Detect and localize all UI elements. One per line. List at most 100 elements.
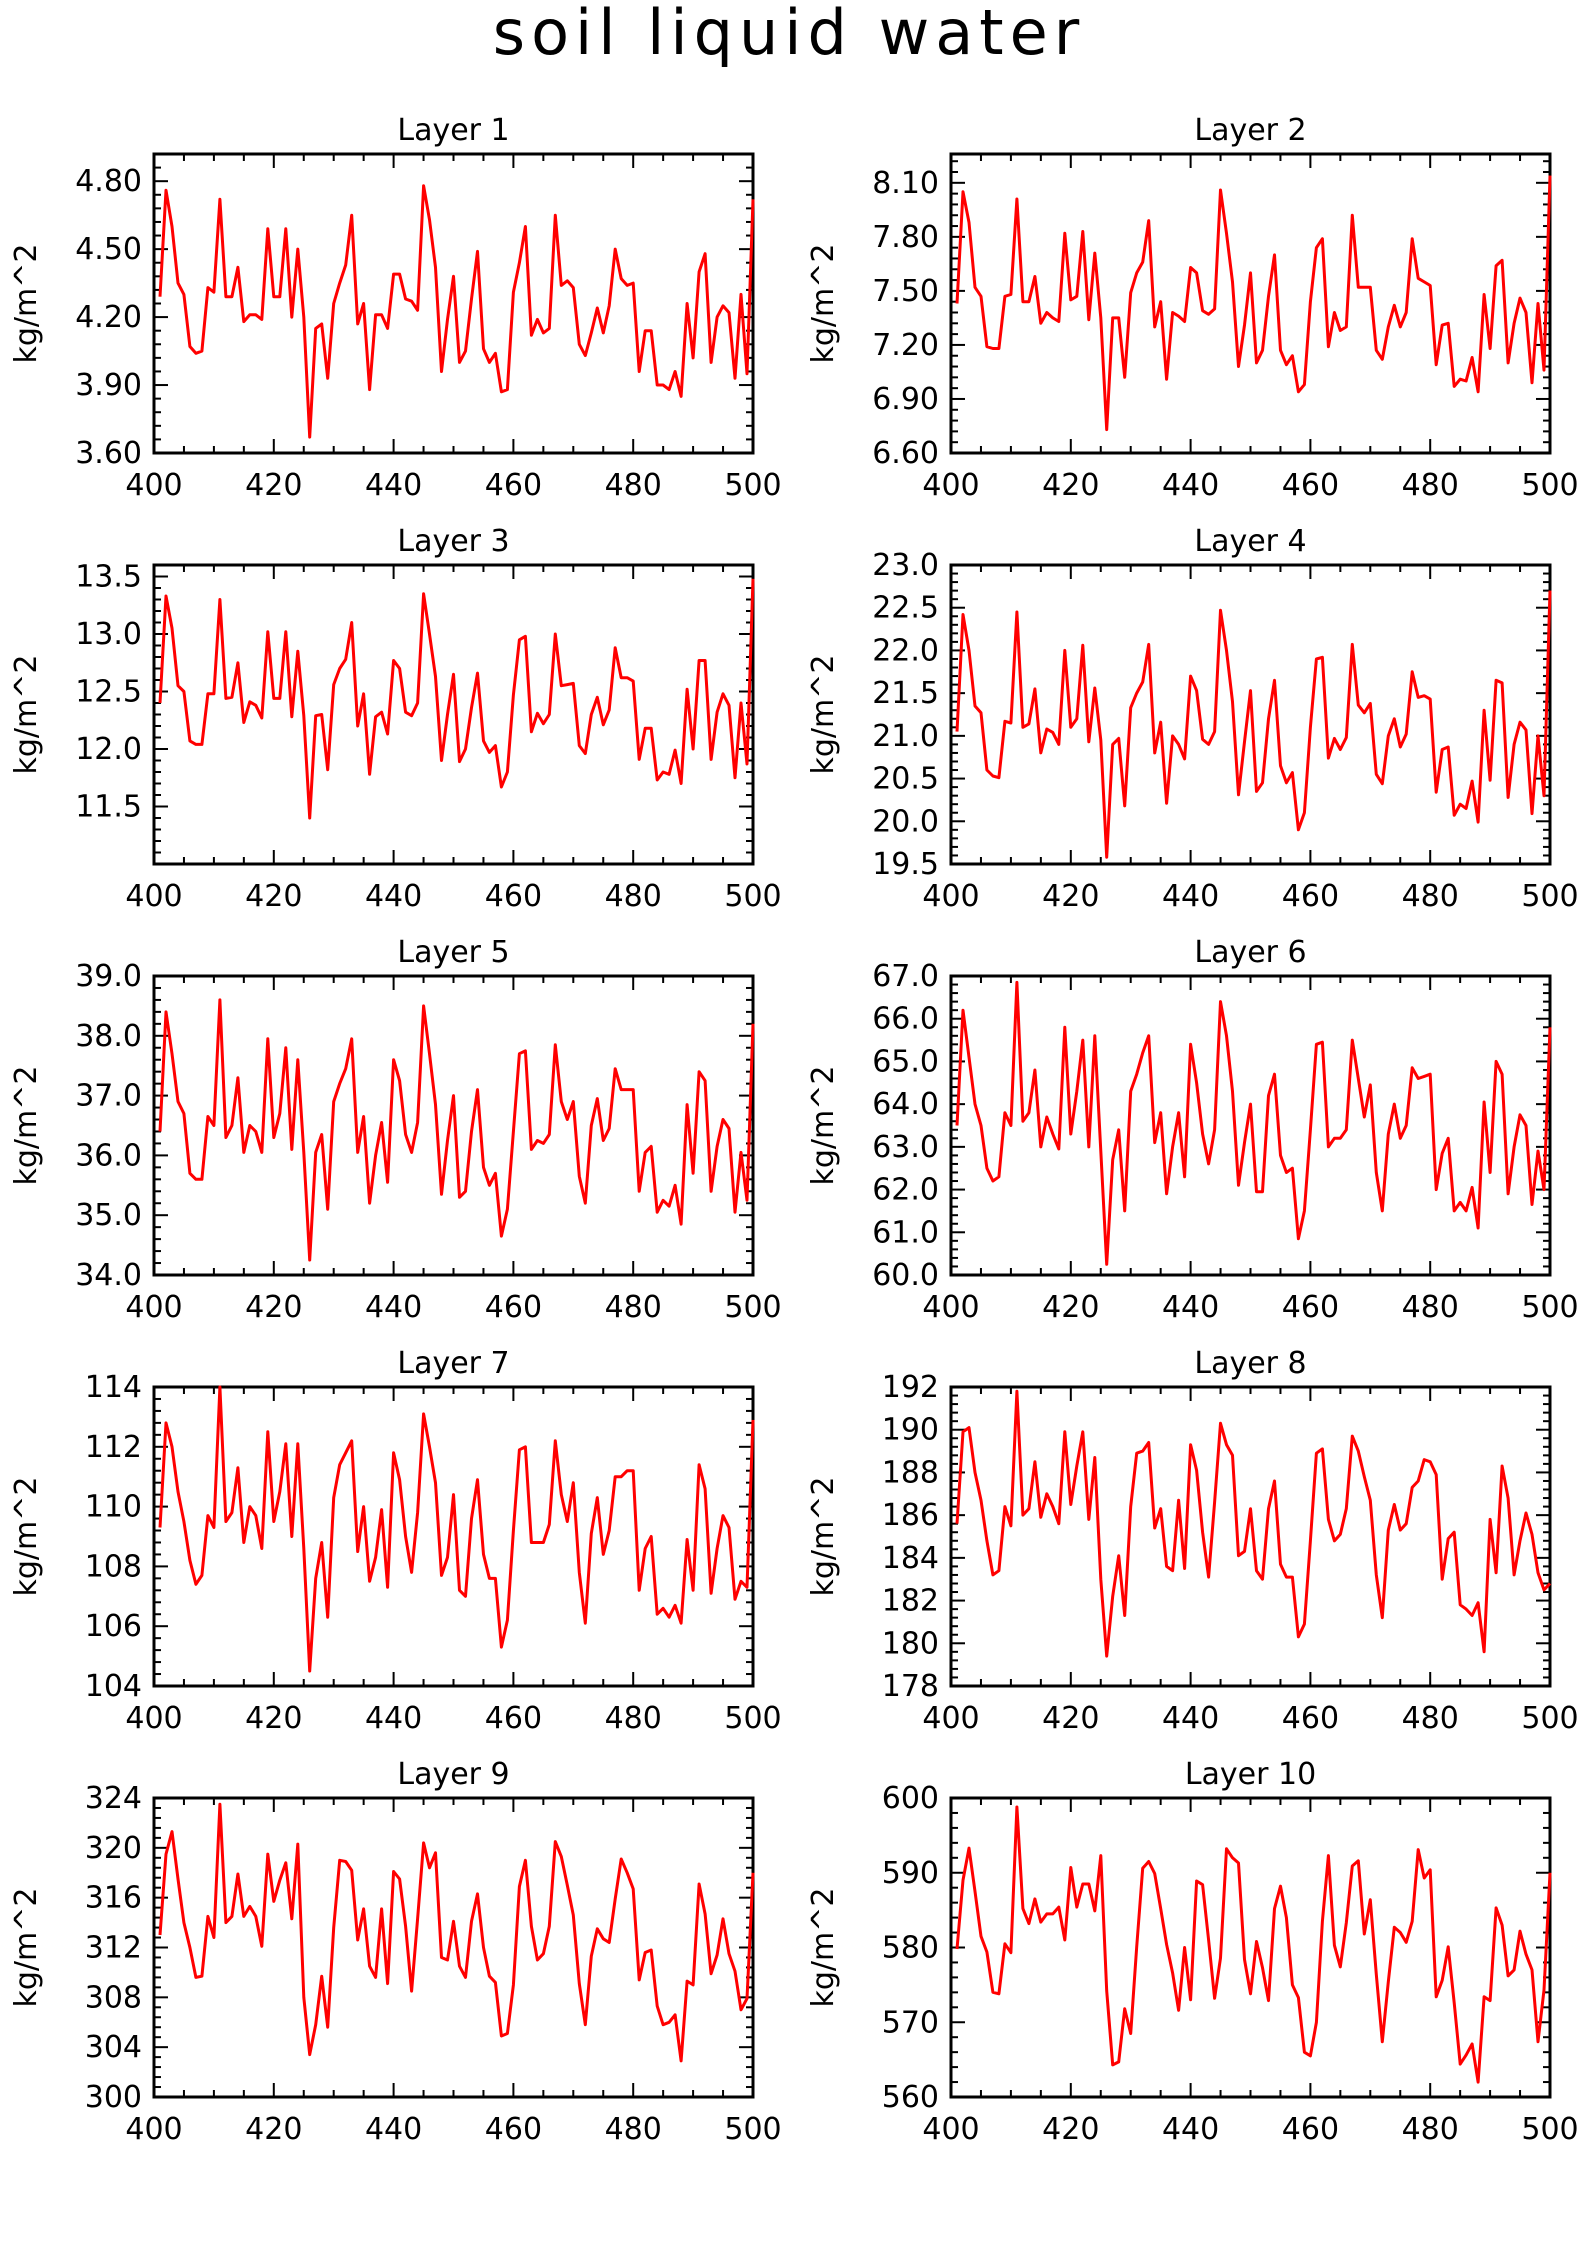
y-tick-label: 61.0 <box>872 1215 939 1250</box>
y-tick-label: 7.20 <box>872 328 939 363</box>
series-line <box>955 980 1552 1266</box>
x-tick-label: 460 <box>485 468 542 503</box>
plot-frame <box>949 1385 1552 1688</box>
x-tick-label: 480 <box>605 468 662 503</box>
plot-frame <box>152 152 755 455</box>
panel-title: Layer 7 <box>397 1346 509 1381</box>
y-tick-label: 186 <box>882 1498 939 1533</box>
y-tick-label: 34.0 <box>75 1258 142 1293</box>
y-tick-label: 114 <box>85 1370 142 1405</box>
x-tick-label: 460 <box>1282 1701 1339 1736</box>
y-tick-label: 12.5 <box>75 675 142 710</box>
panel-title: Layer 10 <box>1185 1757 1316 1792</box>
y-tick-label: 3.60 <box>75 436 142 471</box>
y-tick-label: 300 <box>85 2080 142 2115</box>
y-tick-label: 6.60 <box>872 436 939 471</box>
chart-panel-1: Layer 1 kg/m^2 400 420 440 460 480 500 3.60 3.90 4… <box>9 113 782 503</box>
x-tick-label: 500 <box>724 1701 781 1736</box>
x-tick-label: 500 <box>724 879 781 914</box>
x-tick-label: 500 <box>1521 468 1578 503</box>
y-tick-label: 7.80 <box>872 220 939 255</box>
y-tick-label: 590 <box>882 1856 939 1891</box>
y-tick-label: 570 <box>882 2005 939 2040</box>
y-tick-label: 182 <box>882 1584 939 1619</box>
x-tick-label: 400 <box>125 1290 182 1325</box>
plot-frame <box>152 1796 755 2099</box>
x-tick-label: 500 <box>724 2112 781 2147</box>
panel-title: Layer 2 <box>1194 113 1306 148</box>
y-tick-label: 38.0 <box>75 1019 142 1054</box>
series-line <box>158 1802 755 2063</box>
y-axis-label: kg/m^2 <box>9 1066 44 1186</box>
y-axis-label: kg/m^2 <box>9 655 44 775</box>
y-tick-label: 178 <box>882 1669 939 1704</box>
y-tick-label: 320 <box>85 1831 142 1866</box>
x-tick-label: 420 <box>1042 879 1099 914</box>
panel-title: Layer 5 <box>397 935 509 970</box>
y-tick-label: 13.5 <box>75 560 142 595</box>
y-tick-label: 12.0 <box>75 732 142 767</box>
x-tick-label: 460 <box>485 1290 542 1325</box>
y-tick-label: 13.0 <box>75 617 142 652</box>
y-tick-label: 600 <box>882 1781 939 1816</box>
chart-panel-3: Layer 3 kg/m^2 400 420 440 460 480 500 11.5 12.0 1… <box>9 524 782 914</box>
x-tick-label: 420 <box>1042 1290 1099 1325</box>
y-tick-label: 22.0 <box>872 633 939 668</box>
y-tick-label: 7.50 <box>872 274 939 309</box>
x-tick-label: 460 <box>1282 468 1339 503</box>
x-tick-label: 500 <box>1521 1290 1578 1325</box>
x-tick-label: 420 <box>245 468 302 503</box>
y-axis-label: kg/m^2 <box>9 244 44 364</box>
panel-title: Layer 4 <box>1194 524 1306 559</box>
y-tick-label: 39.0 <box>75 959 142 994</box>
panel-title: Layer 9 <box>397 1757 509 1792</box>
x-tick-label: 460 <box>485 1701 542 1736</box>
y-tick-label: 110 <box>85 1490 142 1525</box>
y-tick-label: 184 <box>882 1541 939 1576</box>
x-tick-label: 500 <box>1521 1701 1578 1736</box>
y-tick-label: 4.50 <box>75 232 142 267</box>
y-tick-label: 580 <box>882 1931 939 1966</box>
panel-title: Layer 3 <box>397 524 509 559</box>
x-tick-label: 480 <box>1402 468 1459 503</box>
y-tick-label: 36.0 <box>75 1138 142 1173</box>
series-line <box>955 175 1552 432</box>
panel-title: Layer 8 <box>1194 1346 1306 1381</box>
y-axis-label: kg/m^2 <box>806 244 841 364</box>
y-tick-label: 308 <box>85 1980 142 2015</box>
x-tick-label: 440 <box>365 1290 422 1325</box>
panel-title: Layer 1 <box>397 113 509 148</box>
y-tick-label: 104 <box>85 1669 142 1704</box>
y-tick-label: 11.5 <box>75 790 142 825</box>
x-tick-label: 420 <box>245 1701 302 1736</box>
y-tick-label: 19.5 <box>872 847 939 882</box>
series-line <box>955 1389 1552 1658</box>
plot-frame <box>152 974 755 1277</box>
x-tick-label: 420 <box>245 1290 302 1325</box>
x-tick-label: 460 <box>1282 2112 1339 2147</box>
y-tick-label: 20.0 <box>872 804 939 839</box>
y-tick-label: 22.5 <box>872 591 939 626</box>
y-axis-label: kg/m^2 <box>806 1888 841 2008</box>
x-tick-label: 500 <box>724 468 781 503</box>
x-tick-label: 480 <box>1402 879 1459 914</box>
x-tick-label: 400 <box>125 468 182 503</box>
x-tick-label: 440 <box>1162 2112 1219 2147</box>
y-tick-label: 3.90 <box>75 368 142 403</box>
x-tick-label: 400 <box>922 879 979 914</box>
y-tick-label: 188 <box>882 1455 939 1490</box>
x-tick-label: 440 <box>365 1701 422 1736</box>
x-tick-label: 440 <box>365 468 422 503</box>
y-tick-label: 6.90 <box>872 382 939 417</box>
y-tick-label: 304 <box>85 2030 142 2065</box>
x-tick-label: 400 <box>125 879 182 914</box>
x-tick-label: 440 <box>1162 468 1219 503</box>
series-line <box>955 590 1552 859</box>
series-line <box>955 1805 1552 2084</box>
series-line <box>158 184 755 439</box>
y-tick-label: 64.0 <box>872 1087 939 1122</box>
chart-panel-7: Layer 7 kg/m^2 400 420 440 460 480 500 104 106 108… <box>9 1346 782 1736</box>
x-tick-label: 480 <box>1402 1701 1459 1736</box>
y-tick-label: 21.0 <box>872 719 939 754</box>
